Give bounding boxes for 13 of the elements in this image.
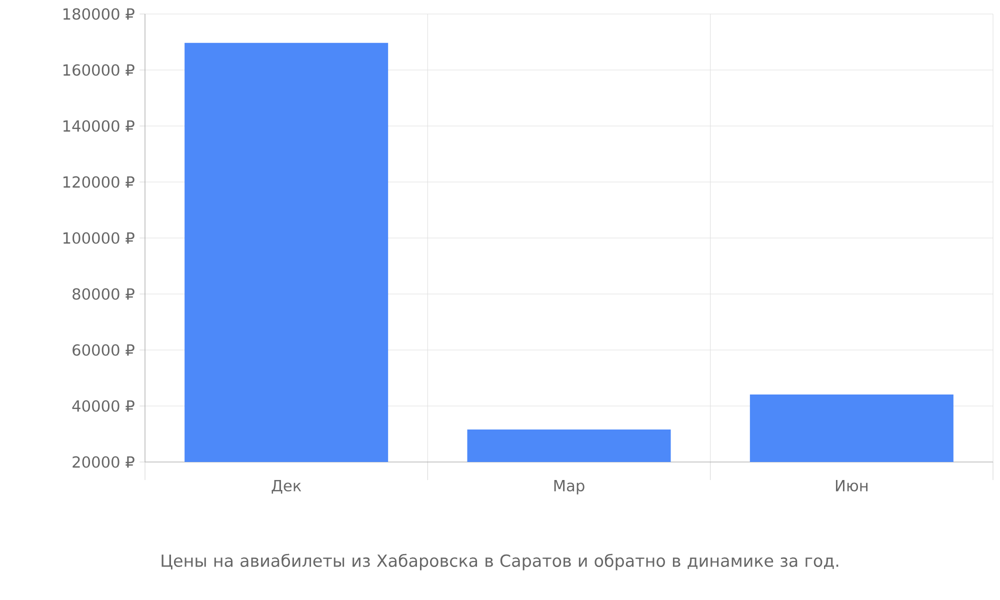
y-tick-label: 120000 ₽ xyxy=(63,176,134,188)
y-tick-label: 40000 ₽ xyxy=(72,400,134,412)
x-tick-label: Июн xyxy=(836,480,868,492)
y-tick-label: 20000 ₽ xyxy=(72,456,134,468)
y-tick-label: 160000 ₽ xyxy=(63,64,134,76)
y-tick-label: 180000 ₽ xyxy=(63,8,134,20)
x-tick-label: Мар xyxy=(554,480,584,494)
x-tick-label: Дек xyxy=(272,480,302,494)
y-tick-label: 140000 ₽ xyxy=(63,120,134,132)
y-tick-label: 60000 ₽ xyxy=(72,344,134,356)
text: Цены на авиабилеты из Хабаровска в Саратов и обратно в динамике за год. xyxy=(162,554,838,570)
y-tick-label: 100000 ₽ xyxy=(63,232,134,244)
y-tick-label: 80000 ₽ xyxy=(72,288,134,300)
